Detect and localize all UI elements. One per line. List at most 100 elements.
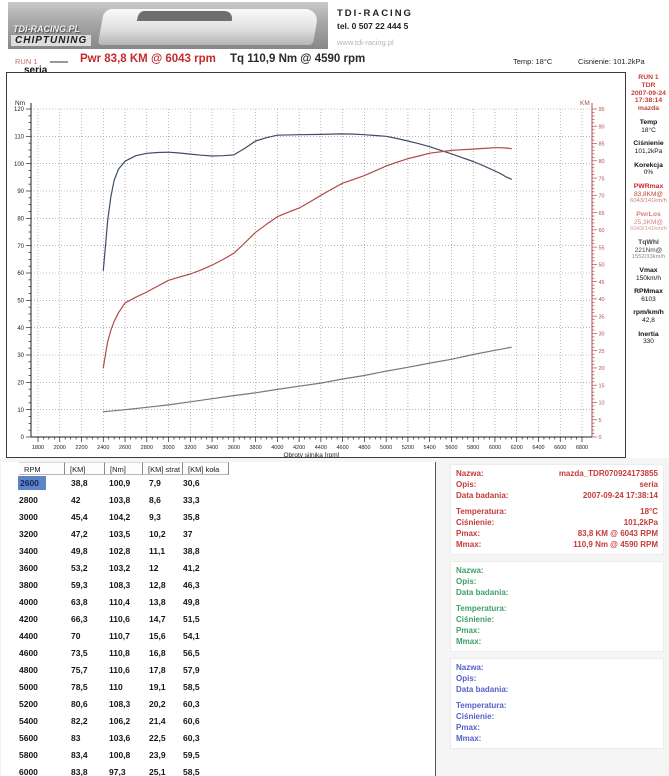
- table-cell[interactable]: 9,3: [149, 512, 161, 522]
- table-cell[interactable]: 23,9: [149, 750, 166, 760]
- table-cell[interactable]: 11,1: [149, 546, 166, 556]
- table-cell[interactable]: 21,4: [149, 716, 166, 726]
- table-cell[interactable]: 3400: [19, 546, 38, 556]
- table-cell[interactable]: 3000: [19, 512, 38, 522]
- table-cell[interactable]: 4600: [19, 648, 38, 658]
- table-cell[interactable]: 16,8: [149, 648, 166, 658]
- table-cell[interactable]: 5400: [19, 716, 38, 726]
- table-cell[interactable]: 103,8: [109, 495, 131, 505]
- website-link[interactable]: www.tdi-racing.pl: [337, 38, 394, 47]
- table-cell[interactable]: 5600: [19, 733, 38, 743]
- table-cell[interactable]: 58,5: [183, 767, 200, 776]
- table-cell[interactable]: 83,4: [71, 750, 88, 760]
- table-cell[interactable]: 110: [109, 682, 123, 692]
- table-cell[interactable]: 49,8: [71, 546, 88, 556]
- table-header-cell[interactable]: [KM] koła: [183, 462, 229, 475]
- table-cell[interactable]: 35,8: [183, 512, 200, 522]
- table-cell[interactable]: 59,3: [71, 580, 88, 590]
- table-cell[interactable]: 60,3: [183, 699, 200, 709]
- table-cell[interactable]: 5000: [19, 682, 38, 692]
- table-row[interactable]: 3400 49,8 102,8 11,1 38,8: [1, 543, 435, 560]
- table-cell[interactable]: 4800: [19, 665, 38, 675]
- table-cell[interactable]: 57,9: [183, 665, 200, 675]
- table-row[interactable]: 4600 73,5 110,8 16,8 56,5: [1, 645, 435, 662]
- table-cell[interactable]: 108,3: [109, 580, 131, 590]
- table-cell[interactable]: 3200: [19, 529, 38, 539]
- table-row[interactable]: 4000 63,8 110,4 13,8 49,8: [1, 594, 435, 611]
- table-cell[interactable]: 6000: [19, 767, 38, 776]
- table-row[interactable]: 3000 45,4 104,2 9,3 35,8: [1, 509, 435, 526]
- table-row[interactable]: 5200 80,6 108,3 20,2 60,3: [1, 696, 435, 713]
- table-row[interactable]: 4400 70 110,7 15,6 54,1: [1, 628, 435, 645]
- table-cell[interactable]: 4200: [19, 614, 38, 624]
- table-cell[interactable]: 5200: [19, 699, 38, 709]
- table-cell[interactable]: 53,2: [71, 563, 88, 573]
- table-cell[interactable]: 66,3: [71, 614, 88, 624]
- table-cell[interactable]: 22,5: [149, 733, 166, 743]
- table-cell[interactable]: 75,7: [71, 665, 88, 675]
- table-cell[interactable]: 100,9: [109, 478, 131, 488]
- table-header-cell[interactable]: [KM] strat: [143, 462, 183, 475]
- table-cell[interactable]: 103,5: [109, 529, 131, 539]
- table-cell[interactable]: 25,1: [149, 767, 166, 776]
- table-cell[interactable]: 82,2: [71, 716, 88, 726]
- table-cell[interactable]: 110,7: [109, 631, 130, 641]
- table-cell[interactable]: 49,8: [183, 597, 200, 607]
- table-cell[interactable]: 2800: [19, 495, 38, 505]
- table-cell[interactable]: 60,6: [183, 716, 200, 726]
- table-cell[interactable]: 54,1: [183, 631, 200, 641]
- table-cell[interactable]: 4000: [19, 597, 38, 607]
- table-cell[interactable]: 110,8: [109, 648, 130, 658]
- table-cell[interactable]: 42: [71, 495, 81, 505]
- table-cell[interactable]: 110,4: [109, 597, 130, 607]
- table-cell[interactable]: 10,2: [149, 529, 166, 539]
- table-cell[interactable]: 59,5: [183, 750, 200, 760]
- table-cell[interactable]: 103,2: [109, 563, 131, 573]
- table-cell[interactable]: 3800: [19, 580, 38, 590]
- table-cell[interactable]: 100,8: [109, 750, 131, 760]
- table-row[interactable]: 3600 53,2 103,2 12 41,2: [1, 560, 435, 577]
- selected-cell[interactable]: 2600: [18, 476, 46, 490]
- dyno-chart[interactable]: 0 10 20 30 40 50 60 70 80 90 100 110 120 0 5 10 15 20 25 30…: [6, 72, 626, 459]
- table-cell[interactable]: 83,8: [71, 767, 88, 776]
- dyno-chart-svg[interactable]: 0 10 20 30 40 50 60 70 80 90 100 110 120 0 5 10 15 20 25 30…: [7, 73, 625, 459]
- table-cell[interactable]: 20,2: [149, 699, 166, 709]
- table-row[interactable]: 2600 38,8 100,9 7,9 30,6: [1, 475, 435, 492]
- table-header-cell[interactable]: [KM]: [65, 462, 105, 475]
- table-cell[interactable]: 63,8: [71, 597, 88, 607]
- table-row[interactable]: 4200 66,3 110,6 14,7 51,5: [1, 611, 435, 628]
- table-cell[interactable]: 51,5: [183, 614, 200, 624]
- table-cell[interactable]: 45,4: [71, 512, 88, 522]
- table-cell[interactable]: 60,3: [183, 733, 200, 743]
- table-row[interactable]: 6000 83,8 97,3 25,1 58,5: [1, 764, 435, 776]
- table-cell[interactable]: 73,5: [71, 648, 88, 658]
- table-cell[interactable]: 37: [183, 529, 193, 539]
- table-cell[interactable]: 5800: [19, 750, 38, 760]
- table-cell[interactable]: 7,9: [149, 478, 161, 488]
- results-table[interactable]: RPM [KM] [Nm] [KM] strat [KM] koła 2600 38,8 10…: [1, 462, 436, 776]
- table-cell[interactable]: 110,6: [109, 614, 130, 624]
- table-cell[interactable]: 78,5: [71, 682, 88, 692]
- table-cell[interactable]: 8,6: [149, 495, 161, 505]
- table-cell[interactable]: 104,2: [109, 512, 131, 522]
- table-cell[interactable]: 41,2: [183, 563, 200, 573]
- table-cell[interactable]: 56,5: [183, 648, 200, 658]
- table-row[interactable]: 2800 42 103,8 8,6 33,3: [1, 492, 435, 509]
- table-header-cell[interactable]: RPM: [19, 462, 65, 475]
- table-row[interactable]: 5400 82,2 106,2 21,4 60,6: [1, 713, 435, 730]
- table-cell[interactable]: 47,2: [71, 529, 88, 539]
- table-cell[interactable]: 80,6: [71, 699, 88, 709]
- table-cell[interactable]: 3600: [19, 563, 38, 573]
- table-cell[interactable]: 46,3: [183, 580, 200, 590]
- table-row[interactable]: 3800 59,3 108,3 12,8 46,3: [1, 577, 435, 594]
- table-row[interactable]: 5600 83 103,6 22,5 60,3: [1, 730, 435, 747]
- table-cell[interactable]: 30,6: [183, 478, 200, 488]
- table-cell[interactable]: 14,7: [149, 614, 166, 624]
- table-row[interactable]: 5800 83,4 100,8 23,9 59,5: [1, 747, 435, 764]
- table-cell[interactable]: 15,6: [149, 631, 166, 641]
- table-cell[interactable]: 70: [71, 631, 81, 641]
- table-header-cell[interactable]: [Nm]: [105, 462, 143, 475]
- table-cell[interactable]: 106,2: [109, 716, 131, 726]
- table-cell[interactable]: 19,1: [149, 682, 166, 692]
- table-cell[interactable]: 108,3: [109, 699, 131, 709]
